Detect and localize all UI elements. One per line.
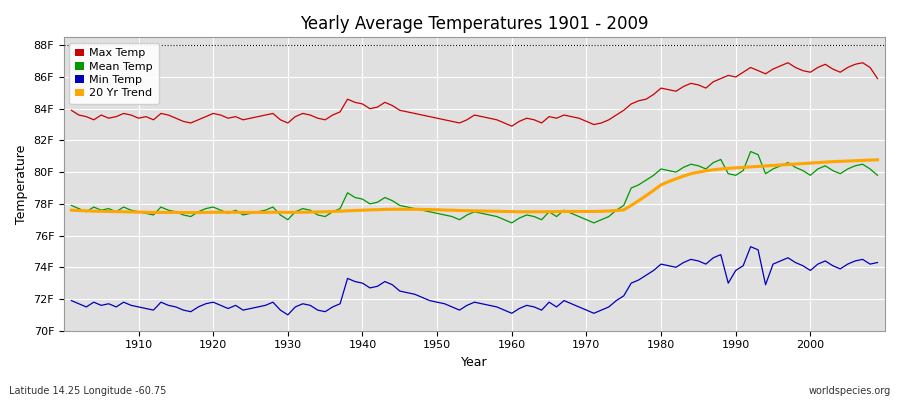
Legend: Max Temp, Mean Temp, Min Temp, 20 Yr Trend: Max Temp, Mean Temp, Min Temp, 20 Yr Tre…	[69, 43, 158, 104]
X-axis label: Year: Year	[461, 356, 488, 369]
Title: Yearly Average Temperatures 1901 - 2009: Yearly Average Temperatures 1901 - 2009	[301, 15, 649, 33]
Y-axis label: Temperature: Temperature	[15, 144, 28, 224]
Text: worldspecies.org: worldspecies.org	[809, 386, 891, 396]
Text: Latitude 14.25 Longitude -60.75: Latitude 14.25 Longitude -60.75	[9, 386, 166, 396]
